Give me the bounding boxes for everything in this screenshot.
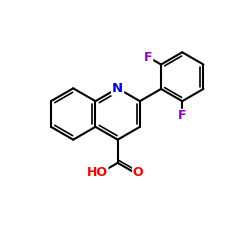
Text: F: F (178, 109, 186, 122)
Text: N: N (112, 82, 123, 95)
Text: HO: HO (87, 166, 108, 179)
Text: F: F (144, 51, 152, 64)
Text: O: O (132, 166, 143, 179)
